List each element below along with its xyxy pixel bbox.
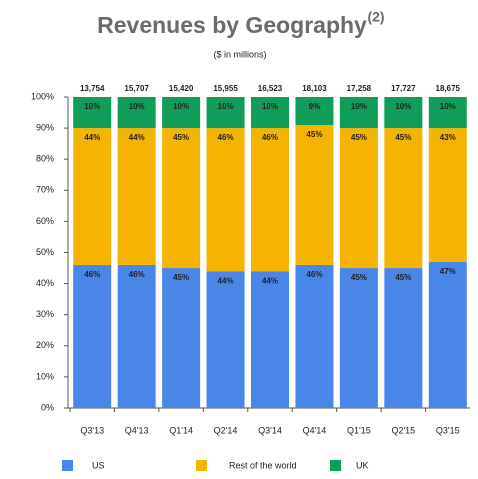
total-label: 18,103 — [302, 84, 327, 93]
value-label: 45% — [351, 133, 367, 142]
value-label: 44% — [129, 133, 145, 142]
value-label: 46% — [262, 133, 278, 142]
bar-segment — [428, 97, 467, 129]
bar-segment — [73, 128, 112, 265]
value-label: 45% — [395, 133, 411, 142]
x-tick-label: Q3'14 — [258, 425, 282, 435]
x-tick-label: Q1'15 — [347, 425, 371, 435]
value-label: 9% — [309, 102, 321, 111]
bar-segment — [295, 97, 334, 125]
title-note: (2) — [367, 9, 384, 25]
bar-segment — [206, 97, 245, 129]
bar-segment — [117, 97, 156, 129]
bar-segment — [117, 264, 156, 408]
total-label: 15,955 — [213, 84, 238, 93]
bar-segment — [117, 128, 156, 265]
y-tick-label: 60% — [36, 216, 54, 226]
value-label: 10% — [351, 102, 367, 111]
bar-segment — [428, 261, 467, 408]
value-label: 44% — [218, 276, 234, 285]
bar-segment — [339, 268, 378, 408]
y-tick-label: 0% — [41, 402, 54, 412]
value-label: 10% — [262, 102, 278, 111]
value-label: 46% — [129, 270, 145, 279]
value-label: 46% — [84, 270, 100, 279]
bar-segment — [428, 128, 467, 262]
bar-segment — [295, 124, 334, 265]
chart-subtitle: ($ in millions) — [213, 49, 266, 59]
bar-segment — [384, 128, 423, 269]
total-label: 17,727 — [391, 84, 416, 93]
legend-swatch — [330, 460, 341, 471]
bar-segment — [384, 268, 423, 408]
bar-segment — [206, 128, 245, 272]
bar-segment — [251, 97, 289, 129]
value-label: 10% — [173, 102, 189, 111]
legend-label: US — [92, 460, 105, 470]
total-label: 15,707 — [124, 84, 149, 93]
value-label: 45% — [173, 133, 189, 142]
bar-segment — [73, 97, 112, 129]
value-label: 10% — [395, 102, 411, 111]
value-label: 46% — [218, 133, 234, 142]
total-label: 18,675 — [436, 84, 461, 93]
bar-segment — [206, 271, 245, 408]
value-label: 47% — [440, 267, 456, 276]
value-label: 10% — [84, 102, 100, 111]
legend-label: UK — [356, 460, 369, 470]
x-tick-label: Q1'14 — [169, 425, 193, 435]
y-tick-label: 90% — [36, 122, 54, 132]
bar-segment — [162, 97, 201, 129]
x-tick-label: Q4'13 — [125, 425, 149, 435]
total-label: 16,523 — [258, 84, 283, 93]
y-tick-label: 40% — [36, 278, 54, 288]
y-tick-label: 100% — [31, 91, 54, 101]
x-tick-label: Q3'13 — [80, 425, 104, 435]
y-tick-label: 50% — [36, 247, 54, 257]
total-label: 15,420 — [169, 84, 194, 93]
value-label: 10% — [129, 102, 145, 111]
bar-segment — [251, 271, 289, 408]
value-label: 43% — [440, 133, 456, 142]
value-label: 46% — [306, 270, 322, 279]
value-label: 45% — [173, 273, 189, 282]
bar-segment — [295, 264, 334, 408]
x-tick-label: Q2'14 — [214, 425, 238, 435]
bar-segment — [339, 128, 378, 269]
x-tick-label: Q2'15 — [391, 425, 415, 435]
total-label: 13,754 — [80, 84, 105, 93]
x-tick-label: Q4'14 — [303, 425, 327, 435]
bar-segment — [384, 97, 423, 129]
y-tick-label: 70% — [36, 185, 54, 195]
x-tick-label: Q3'15 — [436, 425, 460, 435]
bar-segment — [251, 128, 289, 272]
value-label: 45% — [351, 273, 367, 282]
total-label: 17,258 — [347, 84, 372, 93]
y-tick-label: 20% — [36, 340, 54, 350]
y-tick-label: 80% — [36, 154, 54, 164]
bar-segment — [162, 128, 201, 269]
value-label: 10% — [440, 102, 456, 111]
value-label: 45% — [395, 273, 411, 282]
bar-segment — [73, 264, 112, 408]
legend-swatch — [196, 460, 207, 471]
bar-segment — [162, 268, 201, 408]
y-tick-label: 10% — [36, 371, 54, 381]
value-label: 44% — [84, 133, 100, 142]
legend-swatch — [62, 460, 73, 471]
y-tick-label: 30% — [36, 309, 54, 319]
bar-segment — [339, 97, 378, 129]
value-label: 44% — [262, 276, 278, 285]
legend-label: Rest of the world — [229, 460, 297, 470]
chart-title: Revenues by Geography — [97, 12, 367, 38]
value-label: 10% — [218, 102, 234, 111]
value-label: 45% — [306, 130, 322, 139]
